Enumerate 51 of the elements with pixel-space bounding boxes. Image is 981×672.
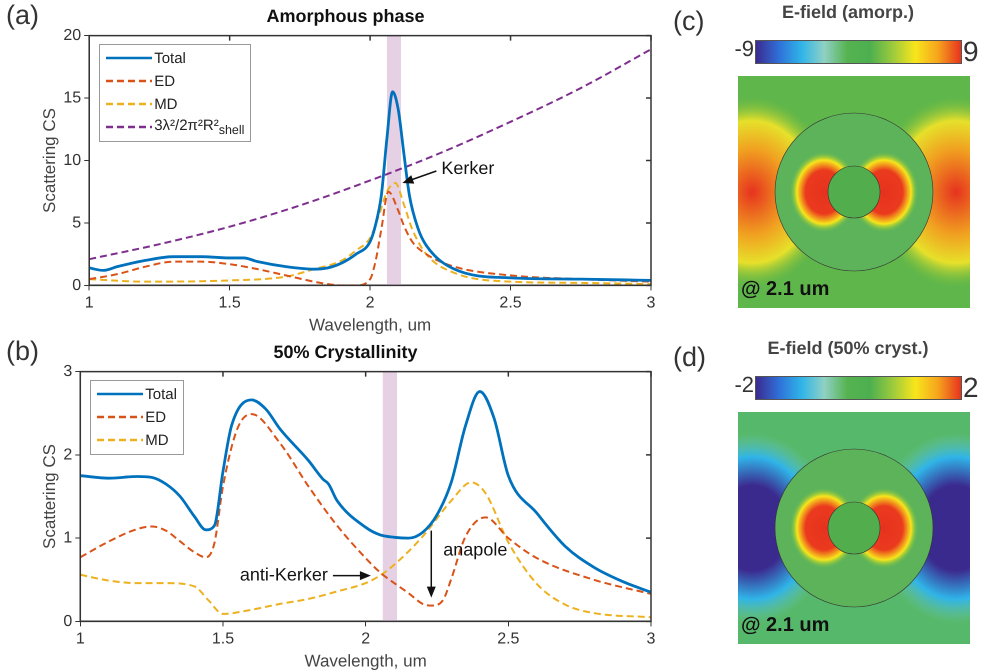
annotation: anti-Kerker	[240, 564, 328, 585]
text: 2	[963, 372, 979, 404]
text: -9	[734, 36, 754, 62]
line-series	[80, 390, 651, 594]
annotation: anapole	[443, 540, 508, 560]
x-tick-label: 1	[84, 294, 94, 312]
text: E-field (50% cryst.)	[766, 338, 930, 359]
y-axis-title: Scattering CS	[40, 444, 59, 549]
text: (a)	[6, 0, 39, 31]
x-tick-label: 1.5	[212, 630, 234, 648]
y-tick-label: 20	[63, 27, 82, 44]
y-tick-label: 0	[63, 612, 72, 630]
y-tick-label: 2	[63, 446, 72, 464]
x-tick-label: 2.5	[497, 630, 520, 648]
text: @ 2.1 um	[741, 278, 830, 301]
x-tick-label: 2	[361, 630, 370, 648]
y-tick-label: 1	[63, 530, 72, 547]
line-series	[80, 481, 651, 618]
chart-title: Amorphous phase	[266, 6, 425, 26]
legend-label: Total	[145, 386, 177, 403]
legend-label: 3λ²/2π²R²$_{shell}$	[154, 117, 244, 138]
y-tick-label: 10	[63, 152, 82, 169]
annotation: Kerker	[441, 158, 494, 178]
x-tick-label: 1.5	[218, 294, 241, 312]
legend-label: MD	[154, 96, 178, 113]
text: 9	[963, 36, 979, 68]
legend-label: ED	[145, 408, 166, 426]
x-axis-title: Wavelength, um	[308, 315, 432, 334]
x-tick-label: 3	[646, 294, 656, 312]
y-axis-title: Scattering CS	[40, 108, 59, 213]
chart-title: 50% Crystallinity	[273, 342, 418, 362]
y-tick-label: 3	[63, 363, 72, 380]
text: @ 2.1 um	[741, 614, 830, 637]
legend-label: MD	[145, 432, 169, 449]
line-series	[89, 48, 651, 260]
text: (c)	[673, 6, 704, 37]
text: (d)	[673, 342, 706, 373]
x-axis-title: Wavelength, um	[304, 651, 427, 670]
line-series	[80, 413, 651, 607]
legend-label: Total	[154, 50, 186, 67]
y-tick-label: 15	[63, 89, 82, 106]
legend-label: ED	[154, 72, 176, 90]
text: (b)	[6, 336, 39, 367]
line-series	[89, 90, 651, 282]
x-tick-label: 2	[366, 294, 375, 312]
x-tick-label: 3	[646, 630, 656, 648]
x-tick-label: 2.5	[499, 294, 522, 312]
y-tick-label: 5	[72, 214, 82, 232]
text: -2	[734, 372, 754, 398]
text: E-field (amorp.)	[780, 2, 915, 23]
y-tick-label: 0	[72, 276, 82, 294]
